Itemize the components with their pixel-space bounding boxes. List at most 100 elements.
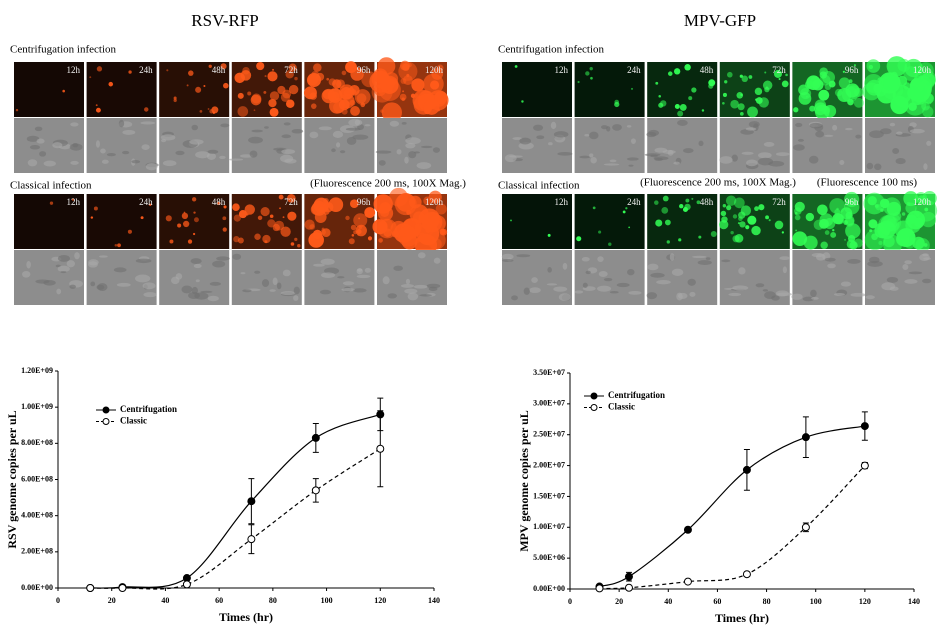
texture (356, 274, 371, 279)
texture (647, 263, 659, 271)
cell (195, 86, 202, 93)
y-axis-title: MPV genome copies per uL (517, 410, 531, 552)
cell (843, 220, 849, 225)
cell (222, 216, 227, 221)
texture (87, 261, 98, 268)
time-label: 96h (357, 65, 371, 75)
data-point (247, 535, 256, 544)
cell (297, 243, 301, 248)
cell (589, 66, 593, 71)
texture (404, 288, 418, 294)
cell (238, 209, 248, 219)
texture (283, 122, 291, 126)
texture (193, 263, 202, 269)
cell (328, 78, 337, 86)
cell (661, 206, 669, 214)
cell (90, 216, 94, 219)
texture (646, 292, 658, 300)
fluorescence-image: 72h (719, 194, 790, 249)
legend-marker (102, 418, 110, 425)
texture (56, 288, 62, 295)
cell (280, 92, 291, 102)
cell (173, 98, 177, 103)
cell (682, 206, 688, 213)
texture (795, 122, 803, 128)
cell (278, 194, 284, 200)
texture (779, 256, 791, 261)
texture (728, 292, 742, 297)
texture (216, 256, 230, 261)
time-label: 72h (772, 197, 786, 207)
texture (584, 134, 590, 137)
y-axis-title: RSV genome copies per uL (5, 410, 19, 548)
cell (286, 193, 296, 203)
cell (303, 86, 317, 100)
texture (417, 252, 426, 259)
cell (696, 200, 701, 205)
texture (719, 156, 733, 164)
texture (404, 156, 409, 164)
fluorescence-image: 96h (304, 194, 376, 249)
cell (237, 92, 244, 99)
texture (609, 290, 619, 294)
x-tick-label: 80 (269, 596, 277, 605)
cell (754, 206, 759, 212)
cell (764, 86, 770, 93)
texture (175, 150, 185, 156)
cell (256, 61, 265, 71)
texture (142, 282, 156, 290)
data-point (376, 444, 385, 453)
data-point (683, 525, 692, 534)
cell (679, 203, 684, 209)
texture (106, 153, 116, 157)
texture (405, 278, 411, 285)
texture (122, 129, 136, 135)
cell (739, 74, 743, 78)
texture (553, 286, 568, 292)
cell (343, 88, 352, 97)
texture (922, 278, 932, 284)
texture (741, 151, 754, 155)
cell (691, 87, 697, 93)
texture (815, 130, 825, 138)
brightfield-image (865, 250, 935, 305)
cell (285, 99, 295, 108)
cell (832, 213, 844, 225)
texture (57, 255, 70, 262)
cell (282, 216, 285, 219)
y-tick-label: 6.00E+08 (21, 474, 53, 483)
texture (832, 124, 838, 131)
texture (375, 150, 392, 154)
x-tick-label: 0 (56, 596, 60, 605)
x-tick-label: 60 (713, 597, 721, 606)
texture (673, 161, 680, 165)
texture (502, 259, 514, 263)
data-point (311, 486, 320, 495)
cell (805, 212, 815, 222)
cell (267, 71, 278, 82)
y-tick-label: 3.50E+07 (533, 368, 565, 377)
image-bg (792, 118, 863, 173)
brightfield-image (574, 250, 645, 305)
cell (364, 207, 376, 219)
texture (181, 285, 193, 294)
image-glow (865, 62, 935, 117)
cell (845, 211, 853, 219)
brightfield-image (304, 250, 375, 305)
image-bg (502, 194, 572, 249)
texture (880, 128, 892, 135)
time-label: 72h (284, 197, 298, 207)
brightfield-image (231, 250, 302, 305)
cell (269, 107, 279, 117)
cell (754, 87, 763, 96)
cell (237, 106, 249, 117)
cell (309, 224, 316, 230)
cell (592, 206, 596, 210)
fluorescence-image: 12h (14, 194, 84, 249)
cell (353, 213, 368, 228)
cell (254, 233, 261, 240)
cell (794, 214, 801, 221)
texture (433, 257, 441, 264)
y-tick-label: 5.00E+06 (533, 553, 565, 562)
cell (350, 224, 357, 231)
